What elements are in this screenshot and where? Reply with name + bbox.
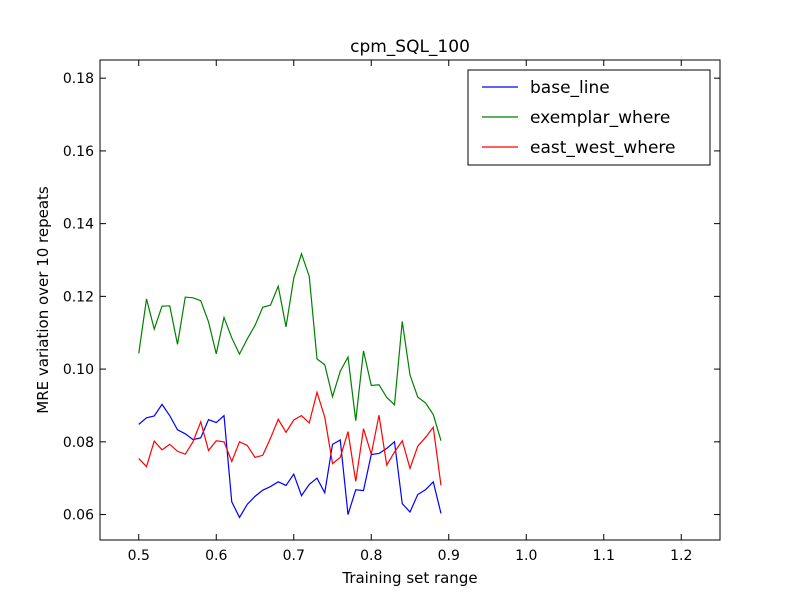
y-tick-label: 0.16 bbox=[63, 144, 94, 160]
x-tick-label: 0.5 bbox=[128, 548, 150, 564]
legend-label-east_west_where: east_west_where bbox=[530, 138, 676, 158]
x-tick-label: 1.1 bbox=[593, 548, 615, 564]
legend-label-exemplar_where: exemplar_where bbox=[530, 108, 670, 128]
y-axis-label: MRE variation over 10 repeats bbox=[34, 186, 52, 414]
series-line-exemplar_where bbox=[138, 251, 442, 441]
y-tick-label: 0.14 bbox=[63, 217, 94, 233]
y-tick-label: 0.18 bbox=[63, 71, 94, 87]
x-tick-label: 0.7 bbox=[283, 548, 305, 564]
x-tick-label: 1.0 bbox=[515, 548, 537, 564]
chart-title: cpm_SQL_100 bbox=[350, 37, 470, 57]
x-tick-label: 0.8 bbox=[360, 548, 382, 564]
y-tick-label: 0.08 bbox=[63, 435, 94, 451]
y-tick-label: 0.12 bbox=[63, 289, 94, 305]
x-tick-label: 1.2 bbox=[670, 548, 692, 564]
y-tick-label: 0.06 bbox=[63, 508, 94, 524]
y-tick-label: 0.10 bbox=[63, 362, 94, 378]
x-axis-label: Training set range bbox=[341, 569, 477, 587]
plot-frame bbox=[99, 59, 721, 541]
series-line-base_line bbox=[138, 403, 442, 519]
x-tick-label: 0.6 bbox=[205, 548, 227, 564]
legend-label-base_line: base_line bbox=[530, 78, 610, 98]
plot-area: 0.5 0.6 0.7 0.8 0.9 1.0 1.1 1.2 0.06 0.08 0.10 0.12… bbox=[63, 59, 721, 564]
x-tick-label: 0.9 bbox=[438, 548, 460, 564]
series-line-east_west_where bbox=[138, 390, 442, 486]
